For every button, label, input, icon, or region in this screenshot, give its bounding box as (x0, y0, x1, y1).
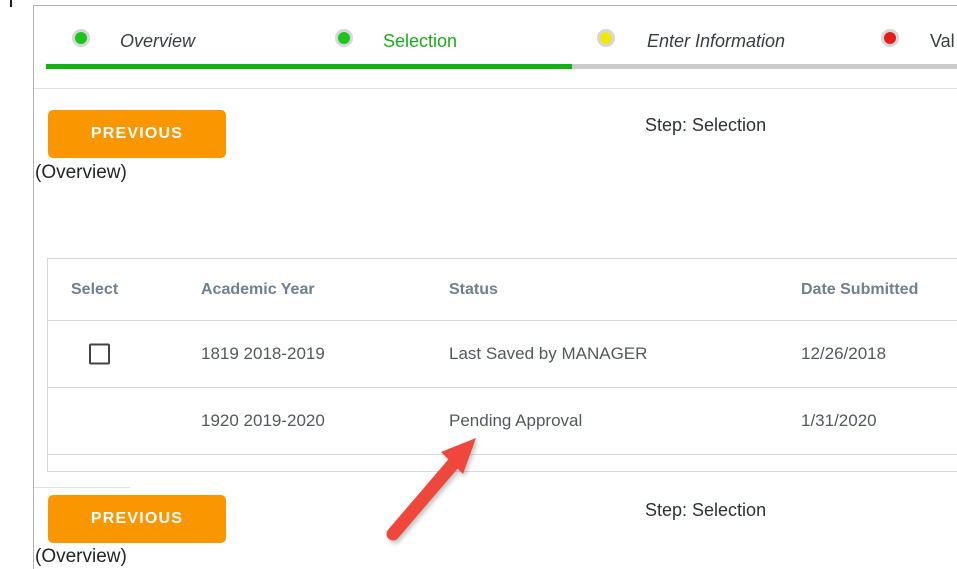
screen-artifact-mark (10, 0, 12, 7)
table-row: 1819 2018-2019 Last Saved by MANAGER 12/… (48, 321, 957, 388)
academic-year-cell: 1819 2018-2019 (201, 344, 325, 363)
previous-button-top[interactable]: PREVIOUS (48, 110, 226, 158)
column-header-date-submitted: Date Submitted (801, 280, 919, 298)
divider (34, 487, 130, 488)
table-row: 1920 2019-2020 Pending Approval 1/31/202… (48, 388, 957, 455)
selection-table: Select Academic Year Status Date Submitt… (47, 258, 957, 472)
row-select-checkbox[interactable] (89, 343, 110, 365)
step-status-text-bottom: Step: Selection (645, 500, 767, 520)
previous-target-label-bottom: (Overview) (35, 546, 127, 567)
date-submitted-cell: 12/26/2018 (801, 344, 887, 363)
table-header-row: Select Academic Year Status Date Submitt… (48, 259, 957, 321)
step-dot-overview (72, 29, 90, 47)
date-submitted-cell: 1/31/2020 (801, 411, 877, 430)
status-cell: Last Saved by MANAGER (449, 344, 648, 363)
column-header-academic-year: Academic Year (201, 280, 315, 298)
step-dot-validation (881, 29, 899, 47)
stepper-divider (34, 88, 957, 89)
column-header-status: Status (449, 280, 498, 298)
step-dot-selection (335, 29, 353, 47)
step-label-selection[interactable]: Selection (383, 31, 458, 51)
step-status-text-top: Step: Selection (645, 115, 767, 135)
content-frame: Overview Selection Enter Information Val… (33, 5, 957, 569)
table-footer-strip (48, 455, 957, 471)
step-label-validation[interactable]: Val (930, 31, 955, 51)
previous-target-label-top: (Overview) (35, 162, 127, 183)
column-header-select: Select (71, 280, 119, 298)
step-label-overview[interactable]: Overview (120, 31, 196, 51)
status-cell: Pending Approval (449, 411, 583, 430)
step-dot-enter-information (597, 29, 615, 47)
academic-year-cell: 1920 2019-2020 (201, 411, 325, 430)
previous-button-bottom[interactable]: PREVIOUS (48, 495, 226, 543)
step-label-enter-information[interactable]: Enter Information (647, 31, 786, 51)
stepper-progress-track (46, 64, 957, 69)
stepper-progress-fill (46, 64, 572, 69)
